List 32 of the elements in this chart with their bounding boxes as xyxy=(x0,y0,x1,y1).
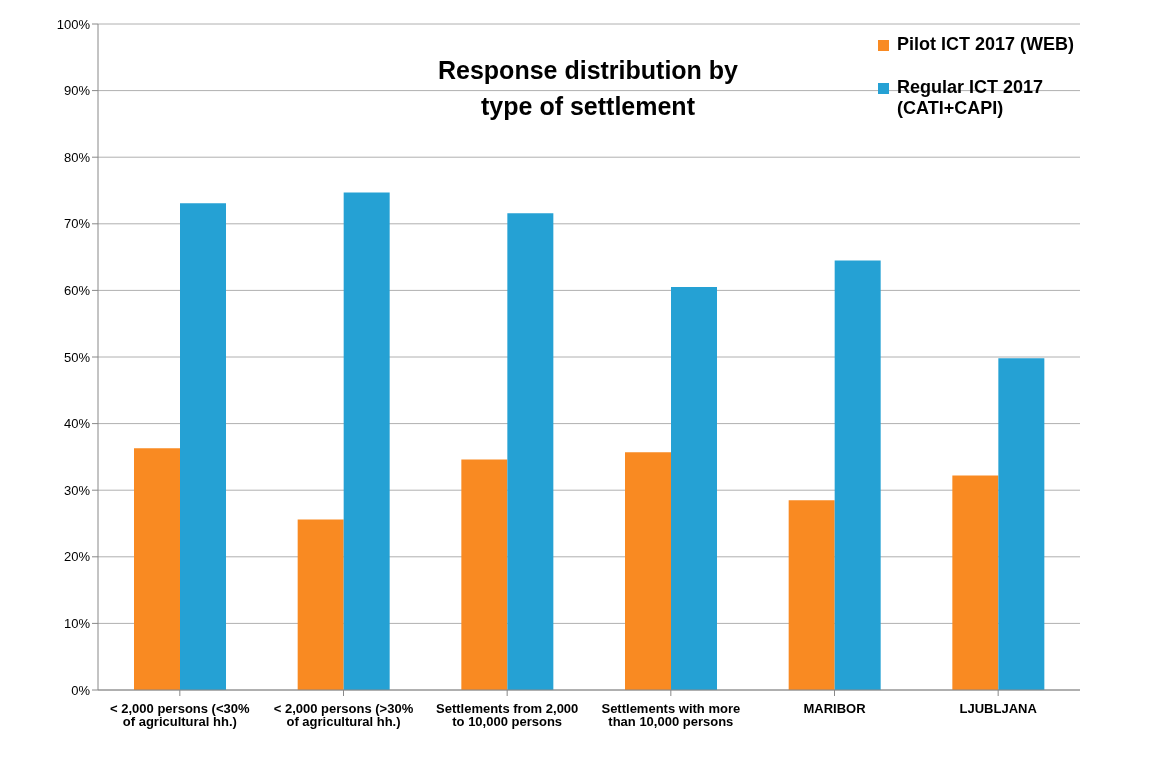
x-tick-label: LJUBLJANA xyxy=(959,701,1038,717)
y-tick-label: 20% xyxy=(63,549,91,565)
text: Response distribution by type of settlement xyxy=(437,55,739,122)
y-tick-label: 30% xyxy=(63,482,91,498)
x-tick-label: MARIBOR xyxy=(803,701,867,717)
bar xyxy=(952,475,999,690)
y-tick-label: 90% xyxy=(63,83,91,99)
y-tick-label: 100% xyxy=(56,16,91,32)
y-tick-label: 70% xyxy=(63,216,91,232)
bar xyxy=(625,452,672,690)
bar xyxy=(134,448,181,690)
y-tick-label: 80% xyxy=(63,149,91,165)
x-tick-label: Settlements from 2,000 to 10,000 persons xyxy=(435,701,579,730)
x-tick-label: < 2,000 persons (>30% of agricultural hh.) xyxy=(273,701,414,730)
bar xyxy=(297,519,344,690)
y-tick-label: 50% xyxy=(63,349,91,365)
y-tick-label: 60% xyxy=(63,283,91,299)
bar xyxy=(343,192,390,690)
bar xyxy=(671,287,718,690)
x-tick-label: < 2,000 persons (<30% of agricultural hh.) xyxy=(110,701,250,730)
bar xyxy=(180,203,227,690)
legend-label: Pilot ICT 2017 (WEB) xyxy=(897,34,1075,55)
bar xyxy=(788,500,835,690)
y-tick-label: 0% xyxy=(71,682,91,698)
x-tick-label: Settlements with more than 10,000 persons xyxy=(601,701,741,730)
bar xyxy=(998,358,1045,690)
bar xyxy=(507,213,554,690)
y-tick-label: 10% xyxy=(63,616,91,632)
bar xyxy=(834,260,881,690)
legend-label: Regular ICT 2017 (CATI+CAPI) xyxy=(897,77,1045,119)
bar xyxy=(461,459,508,690)
y-tick-label: 40% xyxy=(63,416,91,432)
